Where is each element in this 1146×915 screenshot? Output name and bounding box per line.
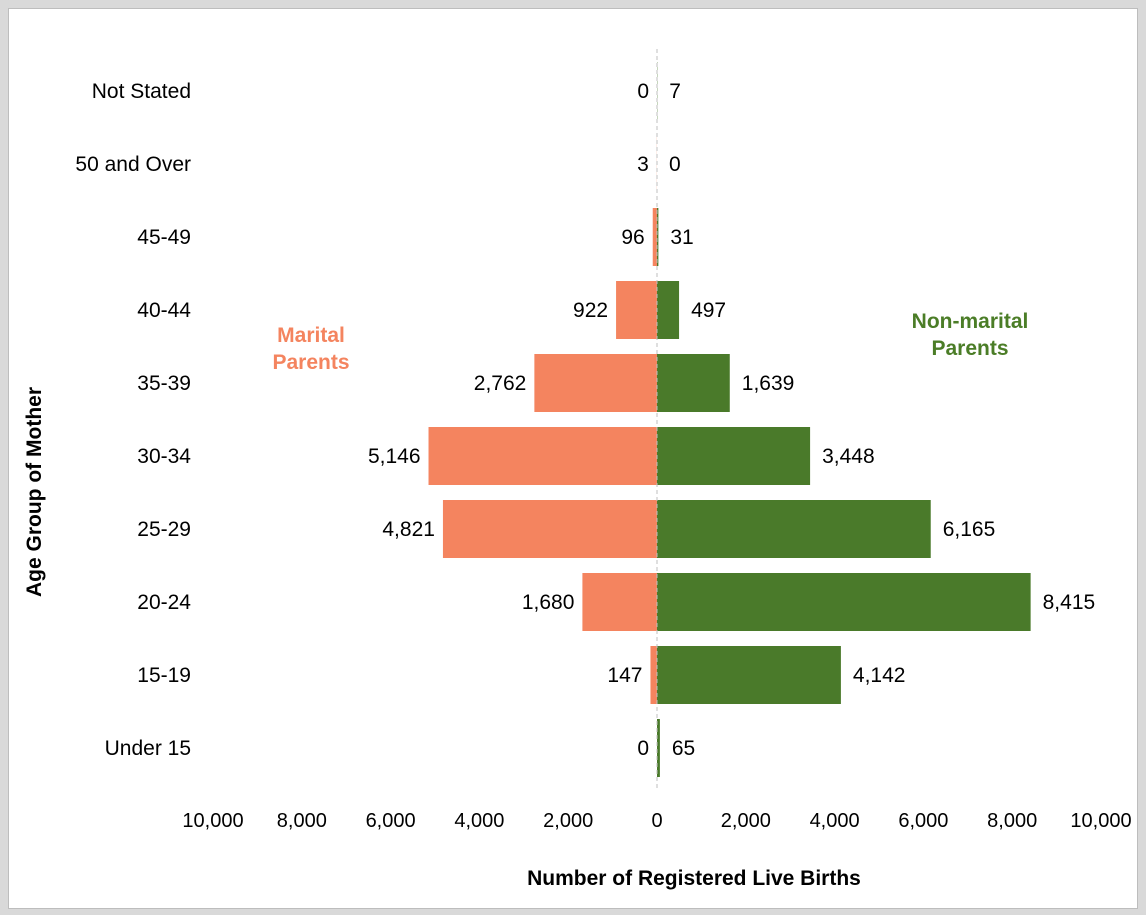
chart-frame: Under 15 15-19 20-24 25-29 30-34 35-39 40-44 45… [8, 8, 1138, 909]
category-label: 45-49 [137, 226, 191, 249]
bar-non-marital [657, 500, 931, 558]
category-label: 50 and Over [75, 153, 191, 176]
bars-group [428, 62, 1031, 777]
data-label-marital: 147 [607, 664, 642, 687]
bar-non-marital [657, 427, 811, 485]
x-tick-label: 2,000 [543, 810, 593, 832]
series-label-marital: Marital Parents [272, 324, 349, 374]
x-tick-label: 6,000 [366, 810, 416, 832]
bar-non-marital [657, 573, 1031, 631]
data-label-non-marital: 7 [669, 80, 681, 103]
category-label: 25-29 [137, 518, 191, 541]
data-label-non-marital: 8,415 [1043, 591, 1096, 614]
x-tick-labels: 10,000 8,000 6,000 4,000 2,000 0 2,000 4,000 6,0… [182, 810, 1131, 832]
data-label-non-marital: 4,142 [853, 664, 906, 687]
data-label-marital: 96 [621, 226, 644, 249]
category-label: 20-24 [137, 591, 191, 614]
data-label-marital: 1,680 [522, 591, 575, 614]
data-label-non-marital: 31 [670, 226, 693, 249]
bar-non-marital [657, 208, 659, 266]
data-label-non-marital: 3,448 [822, 445, 875, 468]
category-label: Under 15 [105, 737, 191, 760]
bar-marital [652, 208, 657, 266]
data-label-marital: 2,762 [474, 372, 527, 395]
x-tick-label: 4,000 [810, 810, 860, 832]
bar-marital [582, 573, 657, 631]
bar-non-marital [657, 719, 660, 777]
x-tick-label: 4,000 [454, 810, 504, 832]
y-axis-title: Age Group of Mother [23, 387, 46, 597]
x-tick-label: 10,000 [182, 810, 243, 832]
category-label: Not Stated [92, 80, 191, 103]
data-label-non-marital: 1,639 [742, 372, 795, 395]
data-labels: 0 65 147 4,142 1,680 8,415 4,821 6,165 5,146 3,44… [368, 80, 1095, 760]
x-tick-label: 8,000 [987, 810, 1037, 832]
data-label-non-marital: 497 [691, 299, 726, 322]
bar-marital [534, 354, 657, 412]
x-axis-title: Number of Registered Live Births [527, 867, 861, 890]
data-label-marital: 4,821 [382, 518, 435, 541]
x-tick-label: 2,000 [721, 810, 771, 832]
category-label: 30-34 [137, 445, 191, 468]
bar-marital [442, 500, 657, 558]
category-labels: Under 15 15-19 20-24 25-29 30-34 35-39 40-44 45… [75, 80, 191, 760]
category-label: 35-39 [137, 372, 191, 395]
x-tick-label: 6,000 [898, 810, 948, 832]
data-label-non-marital: 65 [672, 737, 695, 760]
data-label-marital: 5,146 [368, 445, 421, 468]
bar-non-marital [657, 646, 841, 704]
data-label-marital: 3 [637, 153, 649, 176]
bar-non-marital [657, 281, 680, 339]
series-label-non-marital: Non-marital Parents [912, 310, 1029, 360]
data-label-non-marital: 6,165 [943, 518, 996, 541]
x-tick-label: 8,000 [277, 810, 327, 832]
bar-marital [428, 427, 657, 485]
bar-marital [616, 281, 657, 339]
bar-marital [650, 646, 657, 704]
data-label-marital: 0 [637, 737, 649, 760]
category-label: 15-19 [137, 664, 191, 687]
data-label-non-marital: 0 [669, 153, 681, 176]
x-tick-label: 0 [651, 810, 662, 832]
data-label-marital: 0 [637, 80, 649, 103]
x-tick-label: 10,000 [1070, 810, 1131, 832]
population-pyramid-chart: Under 15 15-19 20-24 25-29 30-34 35-39 40-44 45… [23, 49, 1132, 890]
data-label-marital: 922 [573, 299, 608, 322]
category-label: 40-44 [137, 299, 191, 322]
bar-non-marital [657, 354, 730, 412]
